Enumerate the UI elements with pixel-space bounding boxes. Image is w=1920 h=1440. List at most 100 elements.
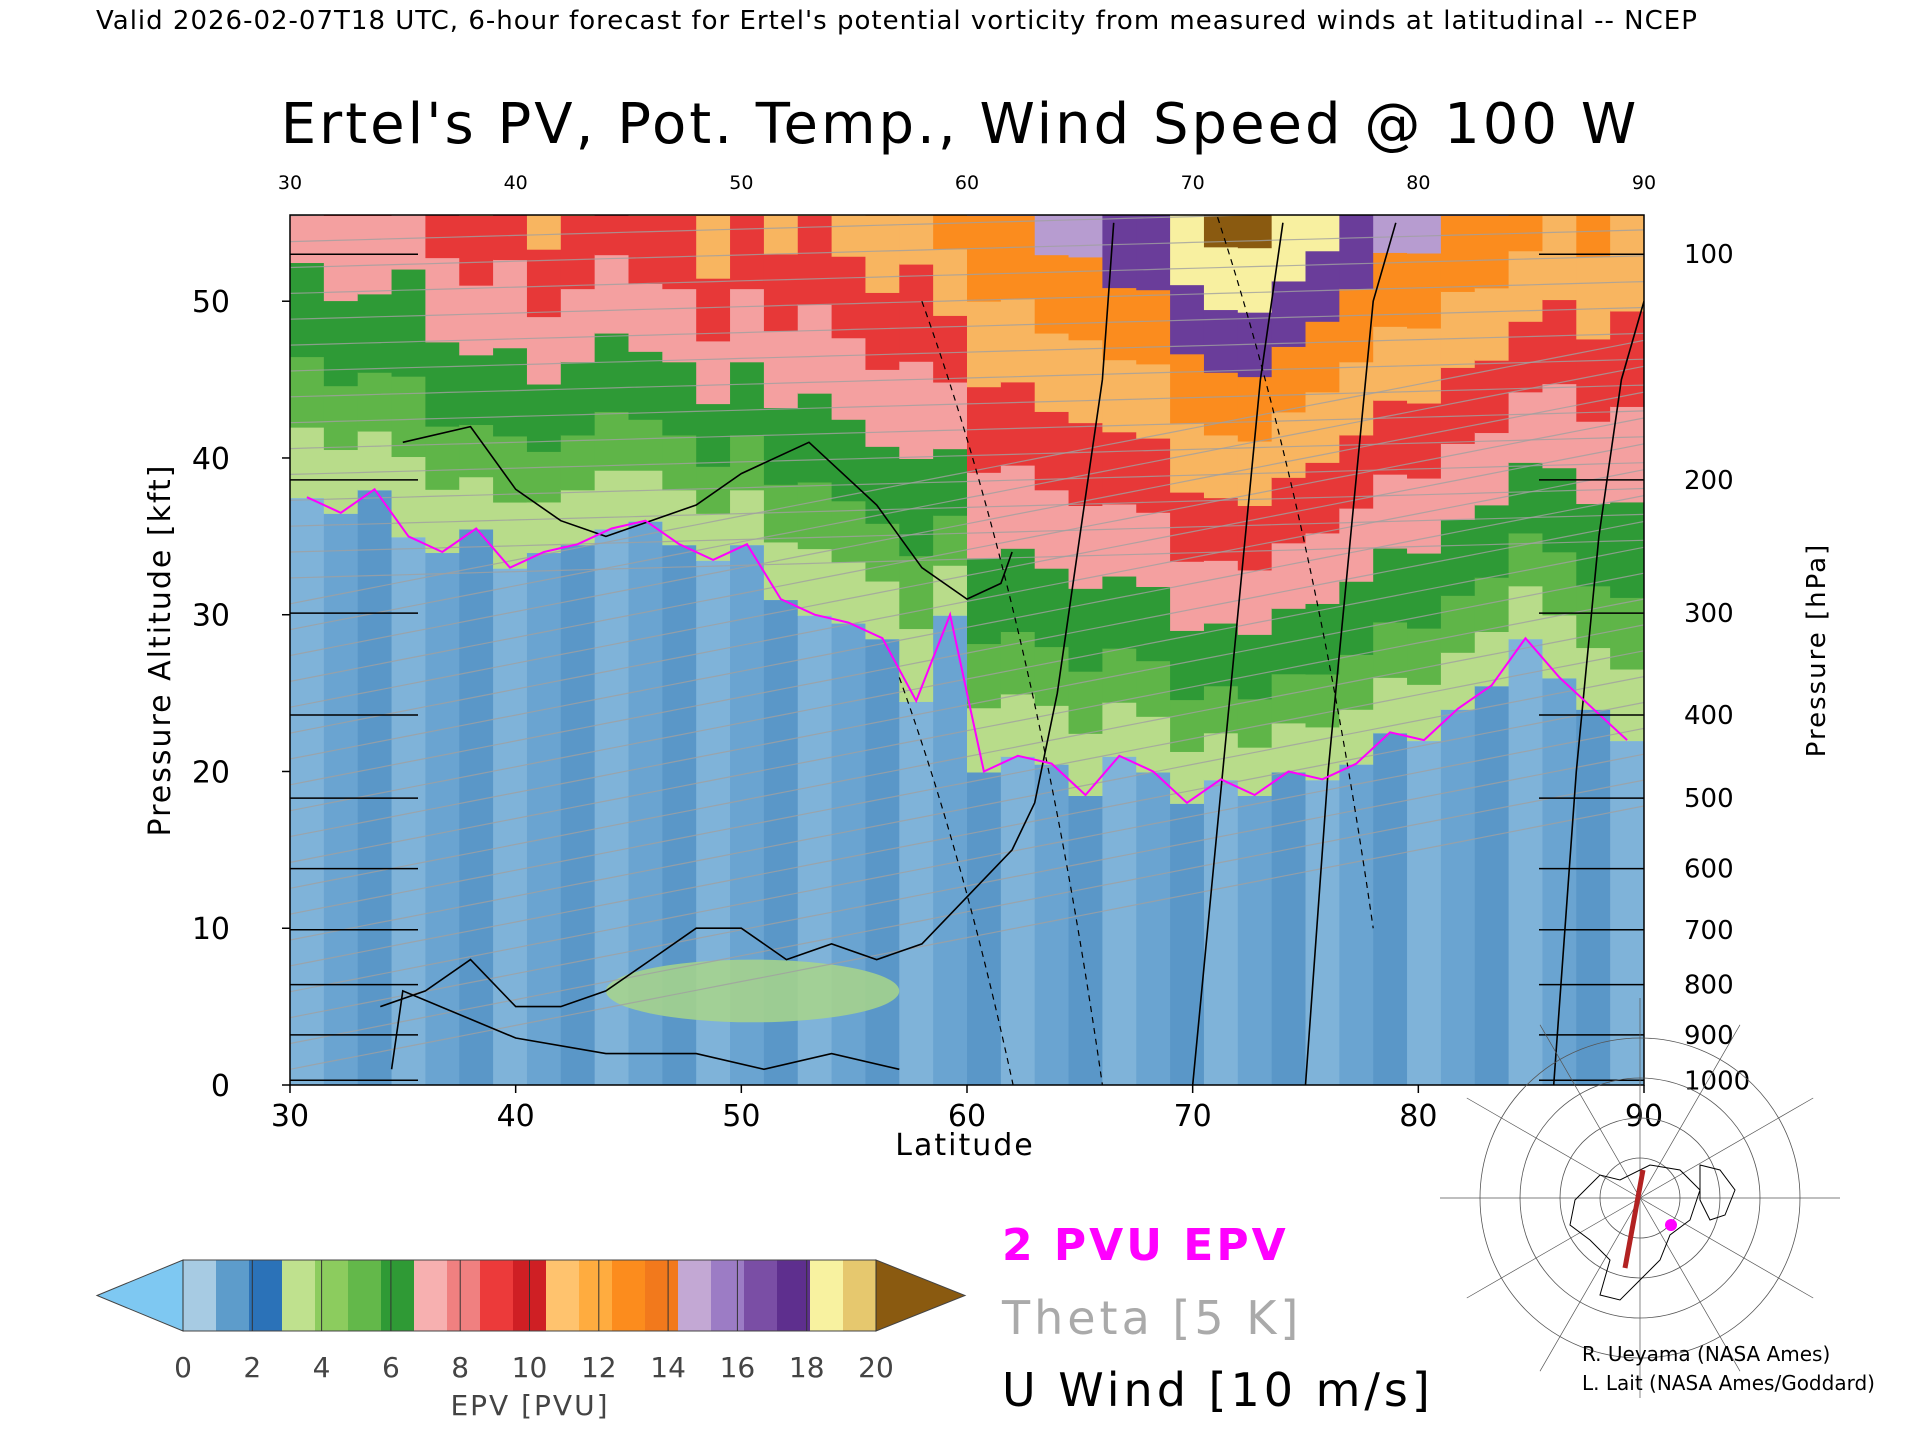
pressure-tick-label: 200 [1684,466,1734,496]
pv-band [1000,693,1036,757]
pv-band [1271,607,1307,675]
pv-band [1068,670,1104,734]
colorbar-label: EPV [PVU] [450,1389,609,1422]
negative-wind-contour [898,677,1014,1085]
pv-band [1034,646,1070,706]
pv-band [1136,363,1172,439]
pv-band [628,418,664,471]
colorbar-swatch [447,1260,481,1331]
wind-contour-line [390,989,900,1071]
colorbar-swatch [678,1260,712,1331]
pv-band [1271,215,1307,282]
pv-band [1474,287,1510,361]
plot-area [290,215,1644,1085]
colorbar-tick-label: 2 [243,1351,261,1384]
colorbar-swatch [414,1260,448,1331]
theta-line [290,417,1644,682]
low-level-pv-blob [605,959,900,1023]
x-axis-top: 30 40 50 60 70 80 90 [278,172,1656,194]
troposphere-column [290,497,325,1085]
pv-band [493,347,528,437]
pv-band [290,356,325,428]
pv-band [425,341,461,427]
pv-band [865,580,901,640]
pv-band-top [391,215,427,270]
pv-band [391,268,427,377]
colorbar-swatch [381,1260,415,1331]
y-tick-label: 10 [192,912,230,947]
pv-band [1576,256,1612,340]
x-top-tick-label: 70 [1181,172,1205,194]
pv-band [797,303,833,394]
pv-band [323,449,359,514]
pv-band [1136,511,1172,587]
pv-band [831,500,867,563]
pv-band [933,381,968,450]
theta-line [290,384,1644,424]
pv-band [493,259,528,349]
colorbar-tick-label: 20 [858,1351,894,1384]
pv-band [1271,673,1307,724]
pv-band [1474,631,1510,687]
y-tick-label: 40 [192,442,230,477]
troposphere-column [1542,677,1578,1085]
pv-band [1373,473,1409,549]
pv-band [1440,290,1476,368]
credit-line-1: R. Ueyama (NASA Ames) [1582,1342,1830,1366]
colorbar-swatch [810,1260,844,1331]
x-tick-label: 50 [722,1099,760,1134]
wind-contour-line [1552,300,1644,1085]
pv-band [1508,320,1544,393]
pv-band-top [899,215,935,265]
colorbar-swatch [183,1260,217,1331]
pressure-tick-label: 600 [1684,855,1734,885]
pv-band [1034,332,1070,412]
pv-band [459,284,495,356]
cross-section-line [1622,1169,1646,1269]
pv-band [933,564,968,616]
pv-band [831,337,867,420]
theta-contours [290,215,1644,1070]
pressure-tick-label: 400 [1684,701,1734,731]
pv-band [1474,215,1510,289]
pressure-tick-label: 300 [1684,599,1734,629]
theta-line [290,462,1644,501]
pv-band [425,257,461,343]
pv-band [1407,402,1442,479]
longitude-line [1639,1024,1741,1199]
pv-band [763,253,799,332]
colorbar-swatch [777,1260,811,1331]
pv-band-top [1068,215,1104,258]
colorbar-swatch [711,1260,745,1331]
x-top-tick-label: 30 [278,172,302,194]
pv-band [797,215,833,305]
pv-band [1068,732,1104,796]
pv-band [594,469,630,530]
pv-band [1305,726,1341,781]
pv-band [1610,501,1644,598]
pv-band [1000,547,1036,633]
pv-band-top [1237,215,1273,249]
pv-band [662,434,698,491]
colorbar-swatch [744,1260,778,1331]
theta-line [290,539,1644,579]
pv-band [628,469,664,522]
pv-band [899,555,935,630]
pv-band [1170,353,1205,424]
pv-band [696,340,732,405]
pv-band [1203,246,1239,311]
pv-band [1373,621,1409,678]
pv-band [662,215,698,290]
colorbar-swatch [216,1260,250,1331]
troposphere-column [1407,740,1442,1085]
theta-line [290,436,1644,475]
troposphere-column [933,614,968,1085]
troposphere-column [493,567,528,1085]
longitude-line [1639,1197,1741,1372]
pv-band [662,288,698,363]
theta-line [290,805,1644,1070]
colorbar-tick-label: 16 [720,1351,756,1384]
x-tick-label: 60 [948,1099,986,1134]
troposphere-column [1271,771,1307,1085]
continent-outline [1569,1164,1701,1301]
